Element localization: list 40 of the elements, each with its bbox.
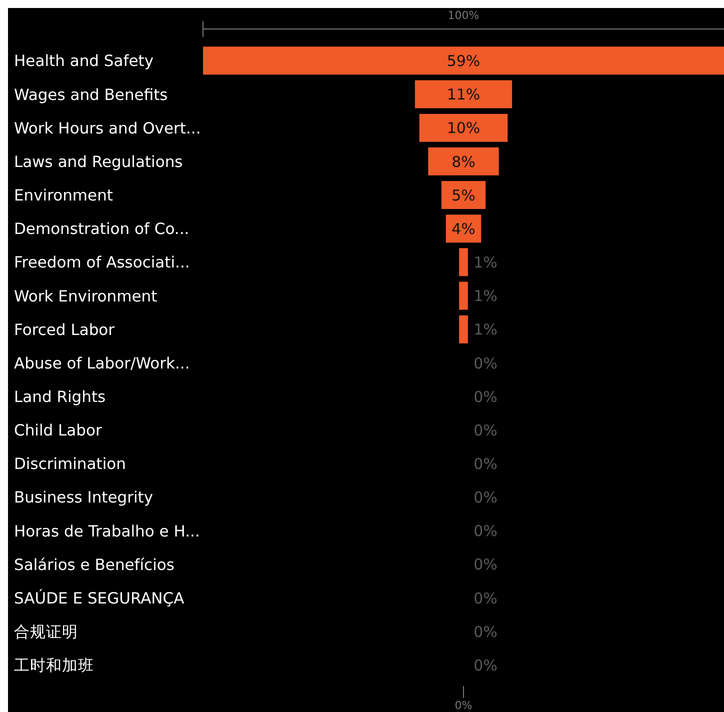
category-label: Abuse of Labor/Work... [14,354,190,372]
data-label: 0% [474,589,498,608]
category-label: Child Labor [14,422,102,440]
data-label: 0% [474,556,498,574]
category-label: Land Rights [14,388,106,406]
category-label: Wages and Benefits [14,86,168,104]
data-label: 1% [474,254,498,272]
data-label: 5% [452,186,476,204]
text: 100% [448,9,480,22]
data-label: 0% [474,622,498,641]
category-label: 合规证明 [14,623,78,642]
category-label: Environment [14,186,113,205]
data-label: 1% [474,287,498,306]
data-label: 0% [474,354,498,372]
text: 0% [454,699,472,712]
category-label: Discrimination [14,455,126,474]
data-label: 0% [474,656,498,674]
data-label: 11% [446,86,480,104]
data-label: 4% [452,220,476,238]
data-label: 0% [474,421,498,440]
category-label: Laws and Regulations [14,152,183,171]
category-label: SAÚDE E SEGURANÇA [14,588,185,608]
data-label: 0% [474,454,498,473]
category-label: Business Integrity [14,488,154,507]
category-label: Health and Safety [14,52,154,70]
data-label: 59% [446,52,480,70]
category-label: Freedom of Associati... [14,254,190,272]
category-label: Work Environment [14,287,158,306]
category-label: Forced Labor [14,320,116,339]
category-label: Work Hours and Overt... [14,119,201,138]
category-label: Demonstration of Co... [14,220,190,238]
data-label: 1% [474,320,498,339]
data-label: 8% [452,152,476,171]
category-label: Salários e Benefícios [14,556,174,574]
data-label: 0% [474,388,498,406]
data-label: 10% [446,119,480,138]
data-label: 0% [474,488,498,507]
category-label: 工时和加班 [14,656,94,675]
data-label: 0% [474,522,498,540]
category-label: Horas de Trabalho e H... [14,522,200,540]
